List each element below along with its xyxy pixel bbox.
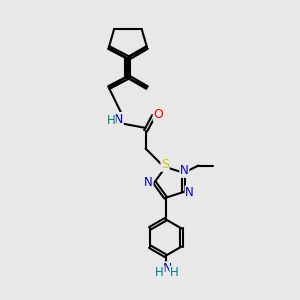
Text: O: O <box>153 108 163 121</box>
Text: H: H <box>106 114 115 127</box>
Text: N: N <box>114 112 123 126</box>
Text: N: N <box>185 186 194 199</box>
Text: H: H <box>155 266 164 279</box>
Text: N: N <box>162 262 172 275</box>
Text: S: S <box>161 158 169 171</box>
Text: H: H <box>170 266 179 279</box>
Text: N: N <box>180 164 189 177</box>
Text: N: N <box>144 176 153 190</box>
